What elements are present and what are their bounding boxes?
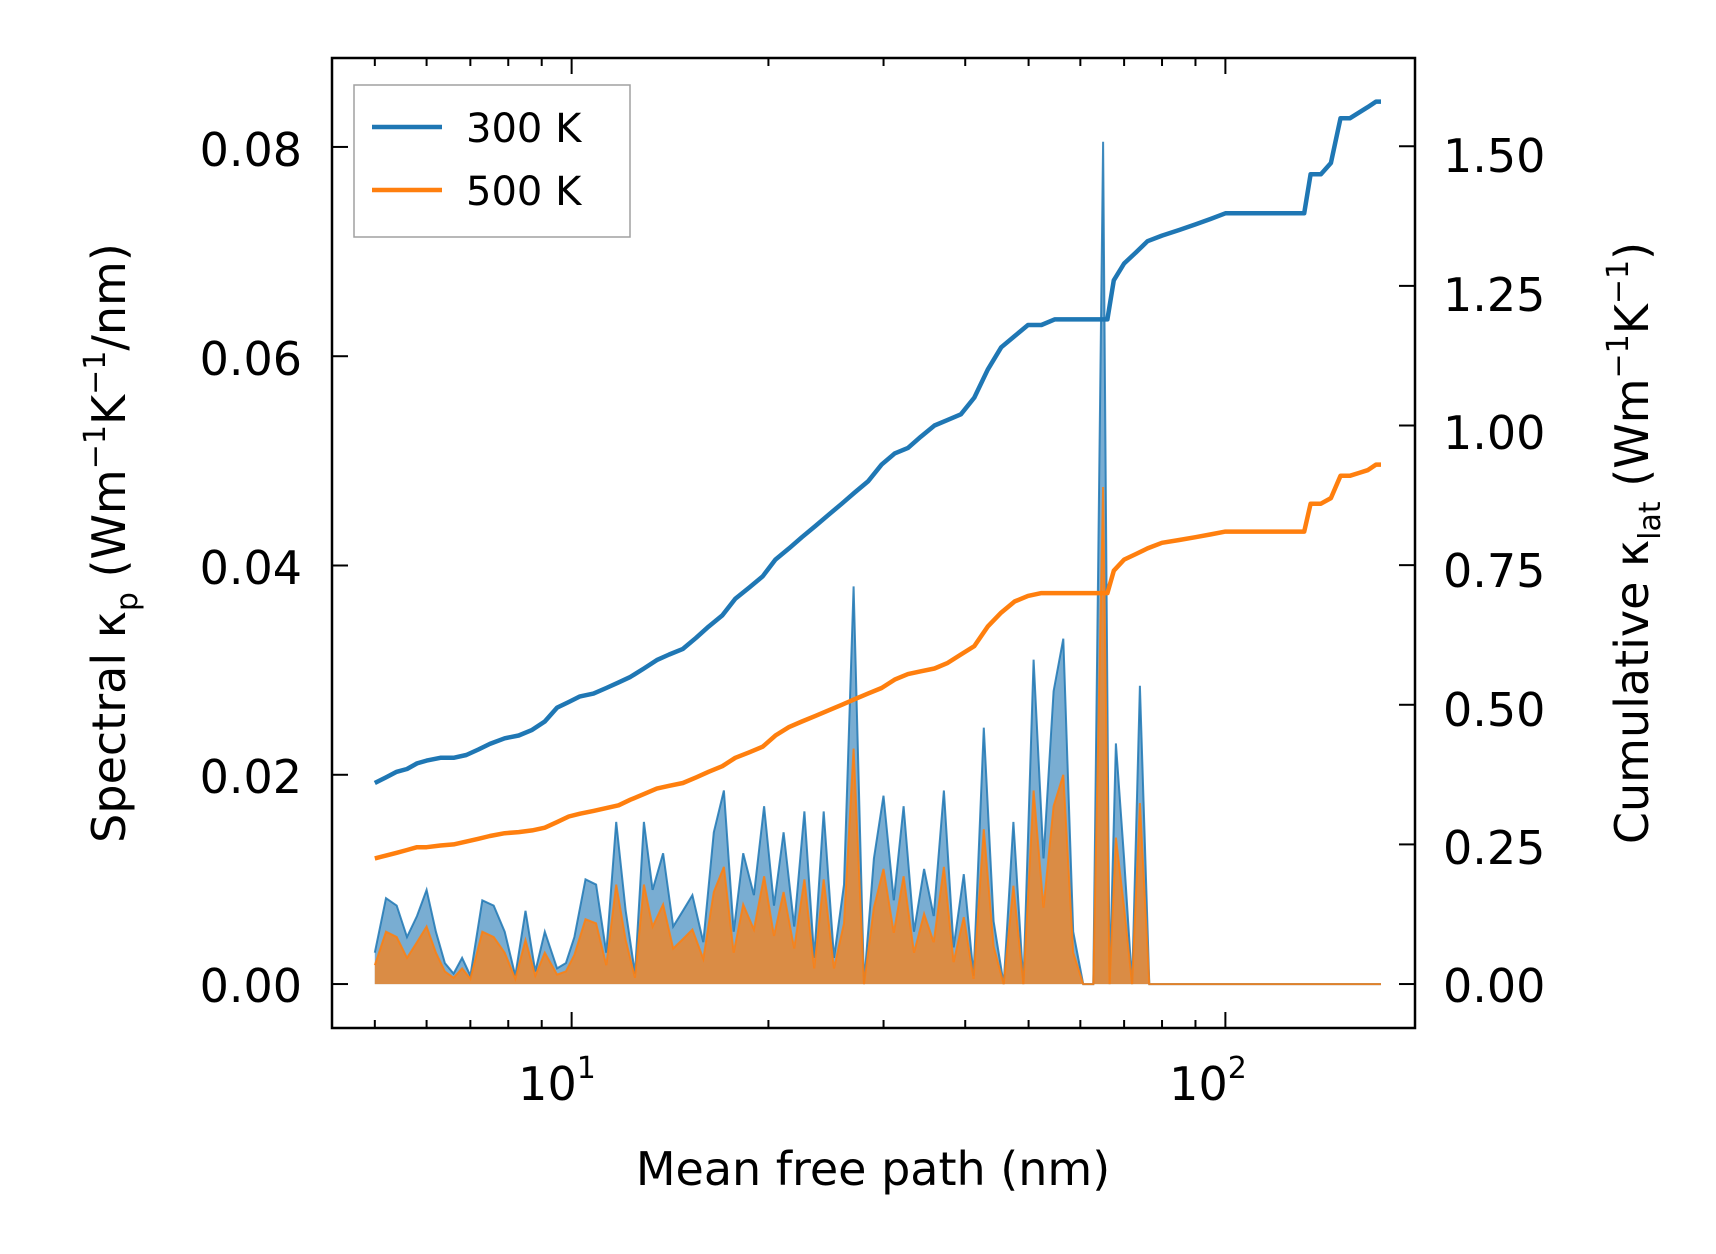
legend-box: [353, 84, 631, 238]
x-tick-label-100: 102: [1169, 1051, 1247, 1111]
y-right-tick-label-6: 1.50: [1443, 129, 1545, 183]
y-left-tick-label-4: 0.08: [200, 123, 302, 177]
y-left-tick-label-3: 0.06: [200, 332, 302, 386]
y-right-tick-label-5: 1.25: [1443, 268, 1545, 322]
spectral-edge-500k: [373, 486, 1381, 986]
legend: 300 K 500 K: [353, 84, 631, 238]
y-left-tick-label-0: 0.00: [200, 959, 302, 1013]
x-tick-label-10: 101: [518, 1051, 596, 1111]
y-right-tick-label-1: 0.25: [1443, 821, 1545, 875]
cumulative-line-500k: [374, 462, 1381, 861]
tick-layer: [332, 58, 1415, 1028]
y-left-tick-label-2: 0.04: [200, 541, 302, 595]
spectral-fill-layer: [373, 141, 1381, 986]
cumulative-line-300k: [373, 99, 1381, 786]
y-right-tick-label-4: 1.00: [1443, 406, 1545, 460]
y-right-tick-label-0: 0.00: [1443, 959, 1545, 1013]
y-right-tick-label-2: 0.50: [1443, 683, 1545, 737]
legend-label-300k: 300 K: [466, 106, 583, 152]
y-right-tick-label-3: 0.75: [1443, 544, 1545, 598]
legend-label-500k: 500 K: [466, 169, 583, 215]
y-left-tick-label-1: 0.02: [200, 750, 302, 804]
x-axis-title: Mean free path (nm): [636, 1142, 1110, 1196]
cumulative-line-layer: [373, 99, 1381, 861]
y-left-axis-title: Spectral κp (Wm−1K−1/nm): [78, 243, 145, 843]
plot-frame: [330, 56, 1417, 1030]
y-right-axis-title: Cumulative κlat (Wm−1K−1): [1601, 242, 1668, 844]
